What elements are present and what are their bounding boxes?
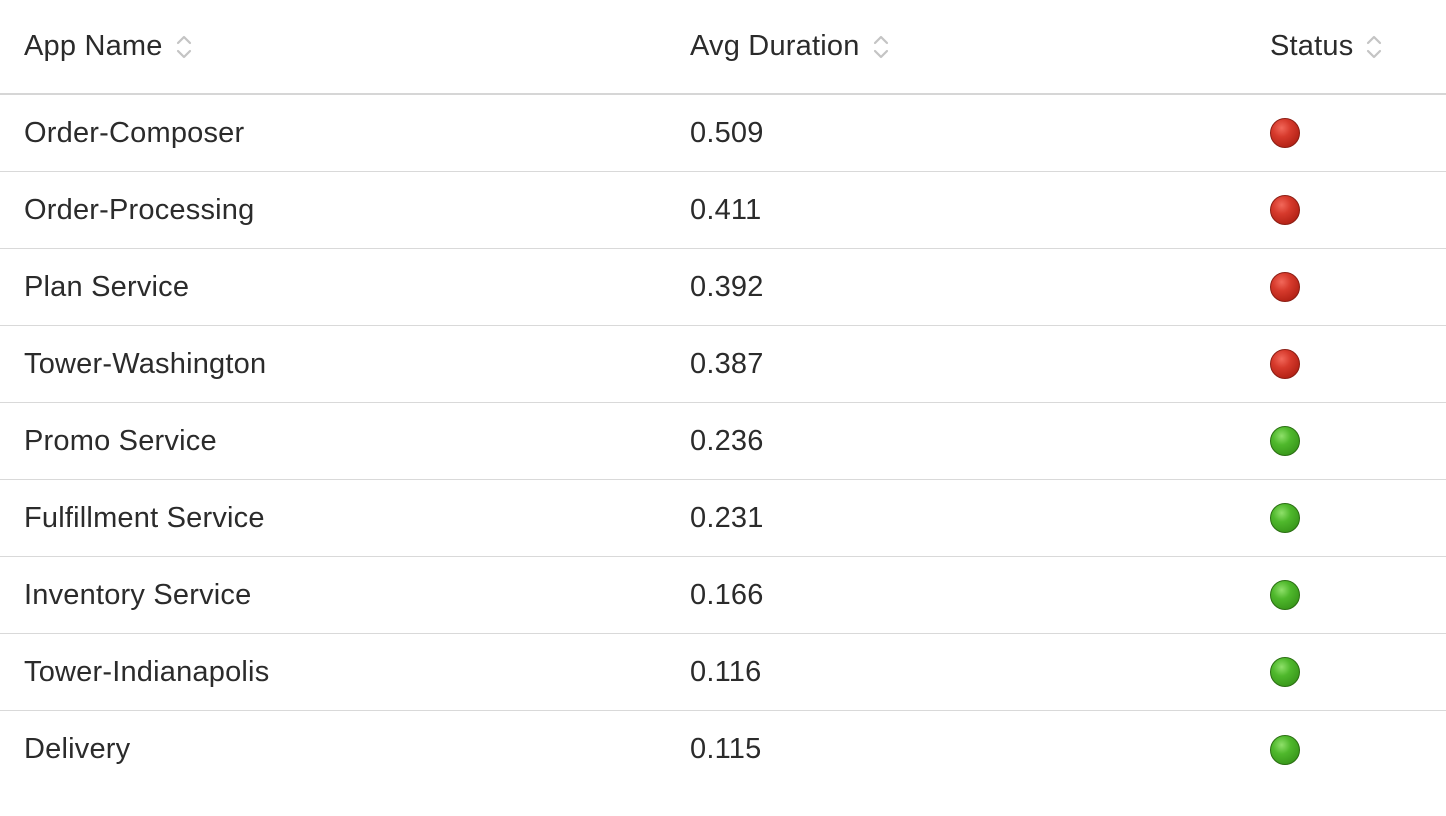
status-cell: [1270, 557, 1300, 633]
status-red-icon: [1270, 349, 1300, 379]
status-red-icon: [1270, 272, 1300, 302]
status-green-icon: [1270, 734, 1300, 765]
app-name-cell: Tower-Indianapolis: [24, 655, 270, 688]
table-row[interactable]: Inventory Service 0.166: [0, 557, 1446, 634]
app-name-cell: Order-Composer: [24, 116, 245, 149]
status-green-icon: [1270, 503, 1300, 533]
app-name-cell: Fulfillment Service: [24, 501, 265, 534]
avg-duration-cell: 0.231: [690, 501, 764, 534]
status-cell: [1270, 95, 1300, 171]
table-row[interactable]: Delivery 0.115: [0, 711, 1446, 788]
table-row[interactable]: Order-Composer 0.509: [0, 95, 1446, 172]
column-header-label: Avg Duration: [690, 30, 860, 62]
sort-icon[interactable]: [175, 32, 193, 62]
status-cell: [1270, 711, 1300, 788]
app-name-cell: Inventory Service: [24, 578, 252, 611]
table-row[interactable]: Order-Processing 0.411: [0, 172, 1446, 249]
column-header-app-name[interactable]: App Name: [24, 0, 193, 93]
avg-duration-cell: 0.116: [690, 655, 762, 688]
status-cell: [1270, 480, 1300, 556]
avg-duration-cell: 0.392: [690, 270, 764, 303]
app-name-cell: Order-Processing: [24, 193, 255, 226]
avg-duration-cell: 0.236: [690, 424, 764, 457]
table-header: App Name Avg Duration Status: [0, 0, 1446, 95]
column-header-status[interactable]: Status: [1270, 0, 1383, 93]
avg-duration-cell: 0.115: [690, 733, 762, 765]
status-cell: [1270, 634, 1300, 710]
status-red-icon: [1270, 118, 1300, 148]
app-name-cell: Delivery: [24, 733, 131, 765]
status-cell: [1270, 326, 1300, 402]
app-name-cell: Promo Service: [24, 424, 217, 457]
status-green-icon: [1270, 426, 1300, 456]
status-cell: [1270, 403, 1300, 479]
avg-duration-cell: 0.166: [690, 578, 764, 611]
table-row[interactable]: Tower-Indianapolis 0.116: [0, 634, 1446, 711]
status-red-icon: [1270, 195, 1300, 225]
column-header-avg-duration[interactable]: Avg Duration: [690, 0, 890, 93]
sort-icon[interactable]: [872, 32, 890, 62]
column-header-label: Status: [1270, 30, 1354, 62]
app-name-cell: Plan Service: [24, 270, 190, 303]
avg-duration-cell: 0.509: [690, 116, 764, 149]
status-cell: [1270, 172, 1300, 248]
avg-duration-cell: 0.387: [690, 347, 764, 380]
app-duration-table: App Name Avg Duration Status: [0, 0, 1446, 788]
avg-duration-cell: 0.411: [690, 193, 762, 226]
status-green-icon: [1270, 657, 1300, 687]
app-name-cell: Tower-Washington: [24, 347, 267, 380]
table-row[interactable]: Fulfillment Service 0.231: [0, 480, 1446, 557]
status-green-icon: [1270, 580, 1300, 610]
table-row[interactable]: Promo Service 0.236: [0, 403, 1446, 480]
table-row[interactable]: Plan Service 0.392: [0, 249, 1446, 326]
column-header-label: App Name: [24, 30, 163, 62]
status-cell: [1270, 249, 1300, 325]
table-row[interactable]: Tower-Washington 0.387: [0, 326, 1446, 403]
sort-icon[interactable]: [1365, 32, 1383, 62]
